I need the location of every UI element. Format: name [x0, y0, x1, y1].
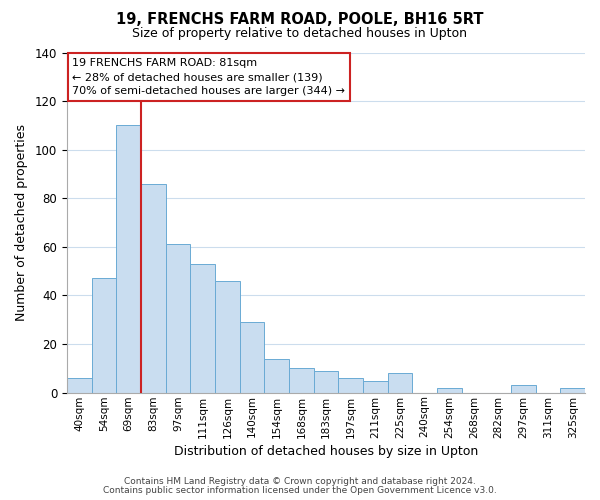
X-axis label: Distribution of detached houses by size in Upton: Distribution of detached houses by size …: [174, 444, 478, 458]
Bar: [511, 386, 536, 392]
Bar: [92, 278, 116, 392]
Bar: [560, 388, 585, 392]
Bar: [314, 371, 338, 392]
Text: 19, FRENCHS FARM ROAD, POOLE, BH16 5RT: 19, FRENCHS FARM ROAD, POOLE, BH16 5RT: [116, 12, 484, 28]
Text: Contains public sector information licensed under the Open Government Licence v3: Contains public sector information licen…: [103, 486, 497, 495]
Bar: [363, 380, 388, 392]
Bar: [338, 378, 363, 392]
Bar: [289, 368, 314, 392]
Text: 19 FRENCHS FARM ROAD: 81sqm
← 28% of detached houses are smaller (139)
70% of se: 19 FRENCHS FARM ROAD: 81sqm ← 28% of det…: [72, 58, 345, 96]
Bar: [265, 358, 289, 392]
Bar: [166, 244, 190, 392]
Text: Size of property relative to detached houses in Upton: Size of property relative to detached ho…: [133, 28, 467, 40]
Text: Contains HM Land Registry data © Crown copyright and database right 2024.: Contains HM Land Registry data © Crown c…: [124, 477, 476, 486]
Bar: [215, 281, 239, 392]
Bar: [239, 322, 265, 392]
Bar: [116, 126, 141, 392]
Bar: [141, 184, 166, 392]
Bar: [67, 378, 92, 392]
Y-axis label: Number of detached properties: Number of detached properties: [15, 124, 28, 321]
Bar: [190, 264, 215, 392]
Bar: [388, 373, 412, 392]
Bar: [437, 388, 461, 392]
